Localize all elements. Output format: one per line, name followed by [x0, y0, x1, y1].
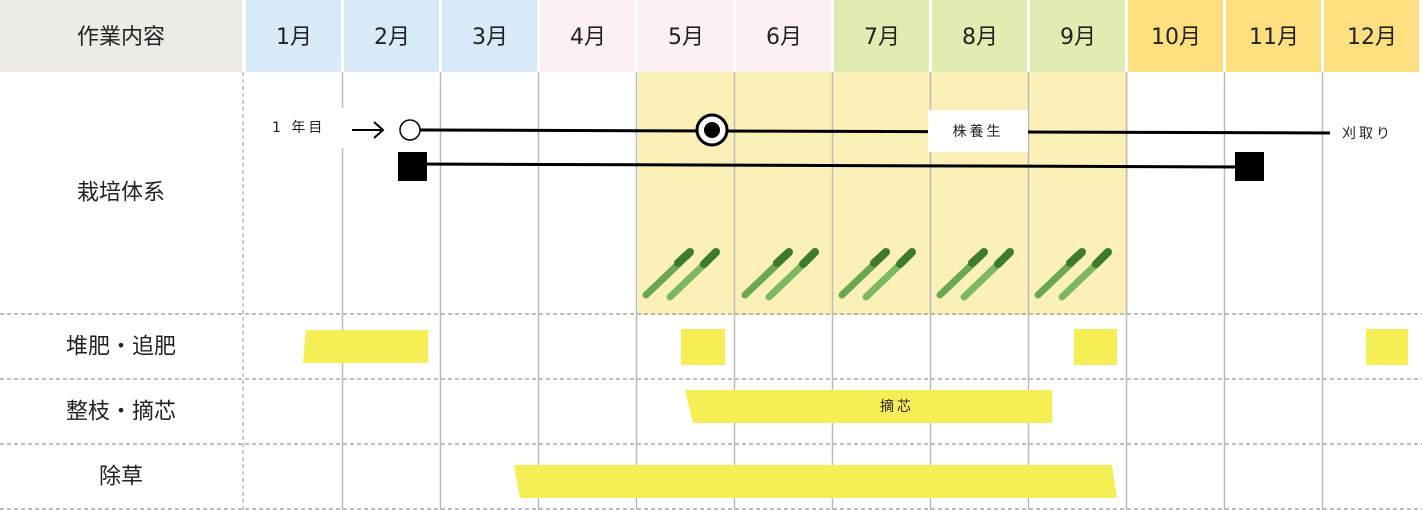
month-cell	[638, 0, 733, 72]
work-bars	[303, 329, 1408, 498]
month-cell	[932, 0, 1027, 72]
month-cell	[1226, 0, 1321, 72]
month-label: 6月	[766, 25, 802, 50]
month-label: 9月	[1060, 25, 1096, 50]
header-cell	[0, 0, 242, 72]
month-label: 1月	[276, 25, 312, 50]
month-label: 10月	[1151, 25, 1201, 50]
start-marker	[399, 119, 421, 141]
month-label: 12月	[1347, 25, 1397, 50]
marker	[704, 122, 720, 138]
month-cell	[246, 0, 341, 72]
month-label: 5月	[668, 25, 704, 50]
month-label: 7月	[864, 25, 900, 50]
month-cell	[736, 0, 831, 72]
label-bg	[270, 108, 344, 148]
month-cell	[1030, 0, 1125, 72]
month-cell	[442, 0, 537, 72]
timeline-line	[411, 162, 1250, 169]
month-cell	[834, 0, 929, 72]
row-label: 堆肥・追肥	[66, 335, 176, 360]
month-cell	[1324, 0, 1419, 72]
month-label: 8月	[962, 25, 998, 50]
month-cell	[344, 0, 439, 72]
month-cell	[1128, 0, 1223, 72]
annotation: 摘芯	[880, 398, 914, 415]
month-cell	[540, 0, 635, 72]
arrow	[352, 121, 385, 139]
month-label: 4月	[570, 25, 606, 50]
label-bg	[928, 110, 1028, 152]
annotation: 株養生	[953, 123, 1004, 140]
timeline-line	[419, 128, 1331, 135]
row-label: 栽培体系	[77, 181, 165, 206]
month-label: 3月	[472, 25, 508, 50]
row-label: 整枝・摘芯	[66, 400, 176, 425]
label-bg	[1332, 118, 1422, 148]
marker	[1235, 152, 1264, 181]
harvest-period	[638, 72, 1128, 315]
header-label: 作業内容	[77, 25, 165, 50]
marker	[398, 152, 427, 181]
month-label: 2月	[374, 25, 410, 50]
annotation: 1 年目	[272, 120, 325, 136]
row-label: 除草	[99, 465, 143, 490]
month-label: 11月	[1249, 25, 1299, 50]
annotation: 刈取り	[1342, 126, 1393, 142]
